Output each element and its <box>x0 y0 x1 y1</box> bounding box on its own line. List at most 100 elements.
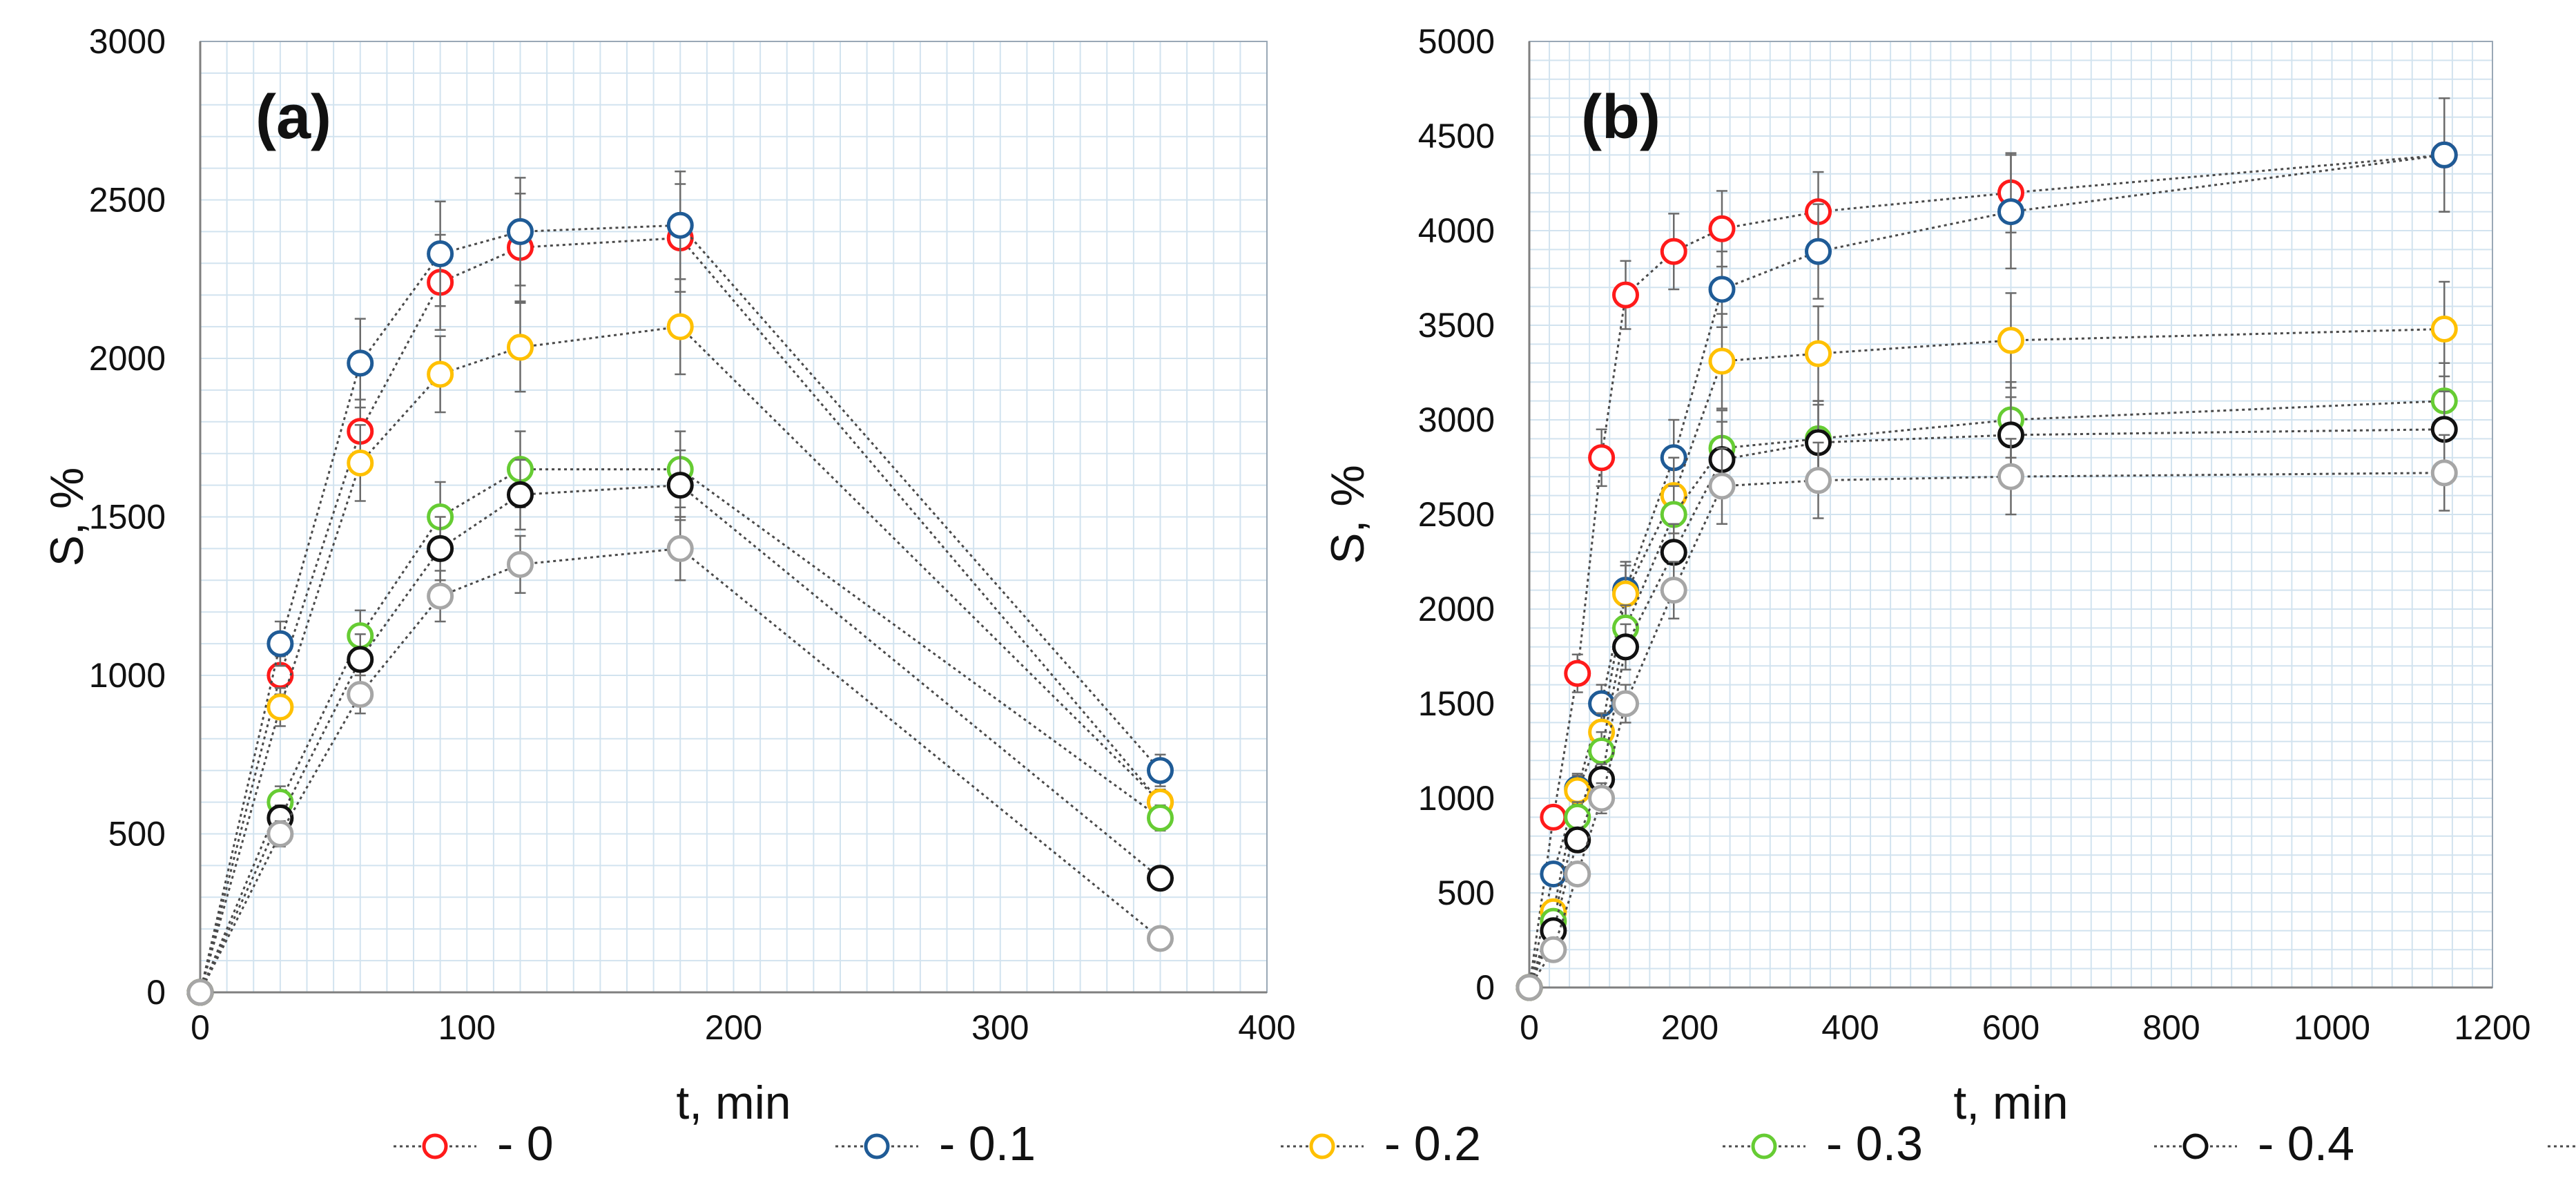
data-point <box>1612 580 1639 608</box>
data-point <box>1805 467 1832 494</box>
series-line <box>1528 153 2445 988</box>
data-point <box>1515 974 1543 1001</box>
x-tick-label: 300 <box>971 1008 1029 1047</box>
legend-marker <box>1751 1133 1777 1159</box>
y-tick-label: 0 <box>146 973 166 1012</box>
data-point <box>1564 826 1591 854</box>
data-point <box>1564 777 1591 805</box>
y-tick-label: 3500 <box>1418 306 1495 345</box>
series-line <box>1528 327 2445 988</box>
data-point <box>666 211 694 239</box>
data-point <box>507 481 534 508</box>
data-point <box>427 240 454 268</box>
legend-item: - 0.5 <box>2548 1145 2576 1148</box>
y-tick-label: 500 <box>108 815 166 854</box>
data-point <box>1708 215 1736 242</box>
legend-marker <box>2182 1133 2209 1159</box>
data-point <box>267 693 294 721</box>
data-point <box>1540 803 1567 831</box>
x-tick-label: 600 <box>1982 1008 2040 1047</box>
legend-label: - 0.3 <box>1826 1117 1923 1170</box>
data-point <box>1660 238 1687 265</box>
data-point <box>507 218 534 245</box>
data-point <box>1805 340 1832 367</box>
legend-marker <box>864 1133 890 1159</box>
y-tick-label: 1000 <box>1418 779 1495 818</box>
data-point <box>427 360 454 388</box>
data-point <box>427 582 454 610</box>
data-point <box>1540 936 1567 963</box>
data-point <box>1588 444 1616 472</box>
data-point <box>1147 757 1174 784</box>
y-tick-label: 500 <box>1437 874 1495 912</box>
panel-label: (a) <box>255 83 331 152</box>
data-point <box>666 313 694 340</box>
legend-item: - 0.1 <box>835 1117 1036 1170</box>
y-axis-label: S, % <box>41 468 93 567</box>
y-tick-label: 2000 <box>1418 590 1495 628</box>
x-tick-label: 0 <box>1520 1008 1539 1047</box>
legend-label: - 0 <box>497 1117 554 1170</box>
y-tick-label: 0 <box>1475 968 1495 1007</box>
x-axis-label: t, min <box>1953 1077 2068 1129</box>
panel-a: 0 100 200 300 400 0 500 1000 1500 2000 2500 3000 t, … <box>41 22 1296 1129</box>
data-point <box>347 681 374 709</box>
legend: - 0 - 0.1 - 0.2 - 0.3 - 0.4 - 0.5 <box>394 1117 2576 1170</box>
data-point <box>347 349 374 377</box>
data-point <box>507 334 534 361</box>
data-point <box>1564 860 1591 888</box>
legend-item: - 0.4 <box>2154 1117 2354 1170</box>
legend-item: - 0 <box>394 1117 554 1170</box>
x-tick-label: 100 <box>438 1008 496 1047</box>
data-point <box>267 820 294 847</box>
data-point <box>1997 198 2024 226</box>
series-line <box>1528 428 2445 988</box>
series-0-5 <box>186 516 1174 1006</box>
data-point <box>347 449 374 476</box>
legend-label: - 0.1 <box>939 1117 1036 1170</box>
data-point <box>1805 238 1832 265</box>
data-point <box>1708 472 1736 500</box>
y-tick-label: 2500 <box>89 181 166 220</box>
data-point <box>427 534 454 562</box>
data-point <box>186 979 214 1006</box>
x-tick-label: 400 <box>1238 1008 1295 1047</box>
legend-label: - 0.2 <box>1384 1117 1481 1170</box>
data-point <box>267 630 294 657</box>
x-tick-label: 1000 <box>2294 1008 2370 1047</box>
x-tick-label: 200 <box>1661 1008 1718 1047</box>
panel-b: 0 200 400 600 800 1000 1200 0 500 1000 1500 2000 250… <box>1321 22 2531 1129</box>
x-axis-label: t, min <box>676 1077 791 1129</box>
data-point <box>1588 738 1616 764</box>
y-tick-label: 4500 <box>1418 117 1495 155</box>
gridlines <box>200 41 1268 993</box>
data-point <box>1660 501 1687 528</box>
legend-marker <box>422 1133 448 1159</box>
series-0-4 <box>186 449 1174 1006</box>
x-tick-label: 1200 <box>2454 1008 2530 1047</box>
data-point <box>1147 925 1174 952</box>
y-tick-label: 3000 <box>89 22 166 61</box>
data-point <box>1997 327 2024 354</box>
series-line <box>1528 153 2445 988</box>
data-point <box>2430 315 2458 343</box>
data-point <box>666 472 694 499</box>
panel-label: (b) <box>1581 83 1660 152</box>
data-point <box>666 534 694 562</box>
data-point <box>1588 784 1616 812</box>
x-tick-label: 400 <box>1821 1008 1879 1047</box>
series-0-5 <box>1515 434 2458 1001</box>
legend-marker <box>1309 1133 1335 1159</box>
y-tick-label: 3000 <box>1418 401 1495 439</box>
data-point <box>1147 805 1174 832</box>
data-point <box>347 646 374 673</box>
y-tick-label: 5000 <box>1418 22 1495 61</box>
data-point <box>1660 539 1687 566</box>
legend-label: - 0.4 <box>2258 1117 2354 1170</box>
y-tick-label: 4000 <box>1418 211 1495 250</box>
data-point <box>1612 281 1639 309</box>
x-tick-label: 200 <box>705 1008 762 1047</box>
y-tick-label: 1500 <box>1418 684 1495 723</box>
